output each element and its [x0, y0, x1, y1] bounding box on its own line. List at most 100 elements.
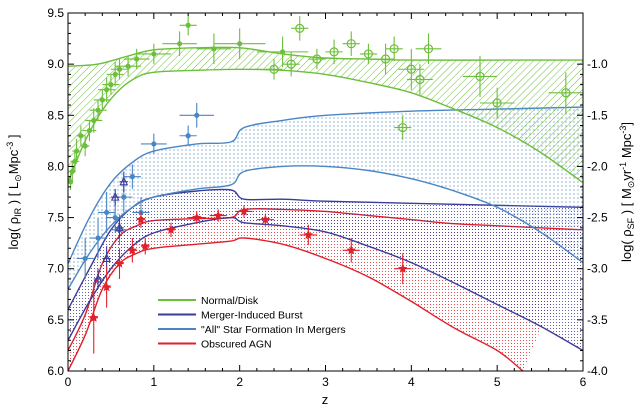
point-agn-0	[89, 282, 99, 354]
point-normal-open-2	[308, 48, 326, 70]
point-agn-12	[394, 253, 412, 285]
point-agn-2	[114, 248, 125, 279]
y-right-unit: yr	[619, 169, 634, 181]
y-tick-label-8.0: 8.0	[47, 159, 64, 173]
y-left-prefix: log( ρ	[6, 217, 21, 250]
point-merger-burst-1	[119, 171, 129, 192]
x-tick-label-4: 4	[408, 375, 415, 389]
point-normal-filled-8	[89, 99, 107, 121]
x-tick-label-6: 6	[580, 375, 587, 389]
y-right-end: ]	[619, 122, 634, 126]
axes: 0 1 2 3 4 5 6 6.0 6.5 7.0 7.5 8.0 8.5 9.0 9.5 -1.0 -1.5 -…	[47, 6, 608, 389]
y-tick-label-6.0: 6.0	[47, 364, 64, 378]
point-normal-filled-20	[256, 36, 309, 68]
y-right-prefix: log( ρ	[619, 229, 634, 262]
point-agn-1	[101, 266, 112, 308]
point-normal-filled-13	[110, 59, 129, 80]
y-right-sub: SF	[626, 217, 636, 229]
y-right-mid: ) [ M	[619, 188, 634, 218]
point-agn-11	[342, 238, 360, 263]
x-tick-label-0: 0	[65, 375, 72, 389]
x-tick-label-3: 3	[322, 375, 329, 389]
legend-item-3: Obscured AGN	[158, 339, 272, 351]
point-normal-open-9	[407, 64, 433, 95]
point-normal-filled-19	[213, 28, 266, 60]
point-normal-open-11	[462, 55, 498, 97]
x-tick-label-5: 5	[494, 375, 501, 389]
y-left-end: ]	[6, 134, 21, 141]
point-agn-5	[166, 222, 176, 238]
point-agn-6	[188, 211, 206, 224]
band-lower-obscured-agn	[68, 237, 524, 371]
point-normal-filled-11	[102, 74, 120, 95]
point-normal-filled-17	[162, 31, 197, 56]
legend-label: Obscured AGN	[201, 339, 272, 351]
point-normal-filled-3	[72, 138, 81, 164]
point-all-mergers-1	[89, 217, 107, 259]
point-agn-7	[209, 209, 227, 222]
point-agn-13	[136, 211, 146, 228]
point-all-mergers-5	[123, 164, 141, 189]
legend-label: Merger-Induced Burst	[201, 310, 303, 322]
y-left-unit: Mpc	[6, 149, 21, 174]
y-tick-label-6.5: 6.5	[47, 313, 64, 327]
point-all-mergers-7	[140, 133, 167, 155]
point-agn-8	[235, 205, 253, 218]
point-normal-filled-4	[76, 125, 86, 146]
legend-item-0: Normal/Disk	[158, 295, 259, 307]
point-normal-filled-5	[80, 135, 90, 157]
legend-item-2: "All" Star Formation In Mergers	[158, 324, 346, 336]
y-left-mid: ) [ L	[6, 182, 21, 208]
y-tick-label-9.0: 9.0	[47, 57, 64, 71]
point-normal-open-10	[415, 33, 442, 65]
x-axis-title: z	[322, 392, 329, 407]
y-tick-label-9.5: 9.5	[47, 6, 64, 20]
y-right-sun: ⊙	[626, 181, 636, 189]
point-merger-burst-4	[115, 217, 124, 239]
point-agn-10	[299, 224, 317, 246]
point-normal-open-13	[548, 72, 583, 114]
band-fill-merger-induced-burst	[68, 190, 583, 351]
y-right-tick-label--2.5: -2.5	[587, 211, 608, 225]
legend-label: Normal/Disk	[201, 295, 259, 307]
point-normal-open-3	[325, 39, 343, 65]
point-normal-filled-15	[123, 48, 150, 70]
band-lower-merger-induced-burst	[68, 216, 583, 352]
y-right-exp1: -1	[618, 162, 628, 170]
point-normal-open-7	[385, 36, 403, 62]
point-normal-open-5	[359, 43, 377, 65]
point-normal-filled-7	[85, 108, 103, 133]
data-points	[68, 15, 583, 354]
y-right-tick-label--1.5: -1.5	[587, 108, 608, 122]
point-merger-burst-0	[110, 188, 120, 206]
legend-item-1: Merger-Induced Burst	[158, 310, 303, 322]
point-normal-filled-9	[93, 89, 111, 111]
point-all-mergers-2	[98, 192, 116, 233]
band-fill-normal-disk	[68, 47, 583, 183]
y-right-exp2: -3	[618, 126, 628, 134]
point-normal-open-12	[480, 87, 515, 119]
point-agn-4	[140, 238, 150, 255]
point-normal-open-15	[394, 115, 412, 140]
y-tick-label-7.0: 7.0	[47, 262, 64, 276]
point-normal-filled-10	[98, 77, 116, 102]
x-tick-label-1: 1	[150, 375, 157, 389]
y-axis-title-right: log( ρSF ) [ M⊙yr-1 Mpc-3]	[618, 122, 636, 262]
point-normal-open-6	[377, 43, 395, 75]
point-agn-3	[127, 238, 138, 263]
y-right-tick-label--3.0: -3.0	[587, 262, 608, 276]
model-bands	[68, 46, 583, 371]
point-normal-open-1	[282, 51, 300, 77]
band-upper-all-star-formation-in-mergers	[68, 106, 583, 264]
point-normal-filled-18	[196, 33, 232, 65]
point-agn-9	[256, 213, 274, 226]
y-left-sub: IR	[13, 207, 23, 217]
point-all-mergers-8	[179, 103, 214, 128]
point-all-mergers-10	[179, 125, 197, 146]
x-tick-label-2: 2	[236, 375, 243, 389]
band-lower-normal-disk	[68, 68, 583, 184]
y-right-unit2: Mpc	[619, 133, 634, 162]
legend: Normal/Disk Merger-Induced Burst "All" Sta…	[158, 295, 346, 351]
y-right-tick-label--3.5: -3.5	[587, 313, 608, 327]
